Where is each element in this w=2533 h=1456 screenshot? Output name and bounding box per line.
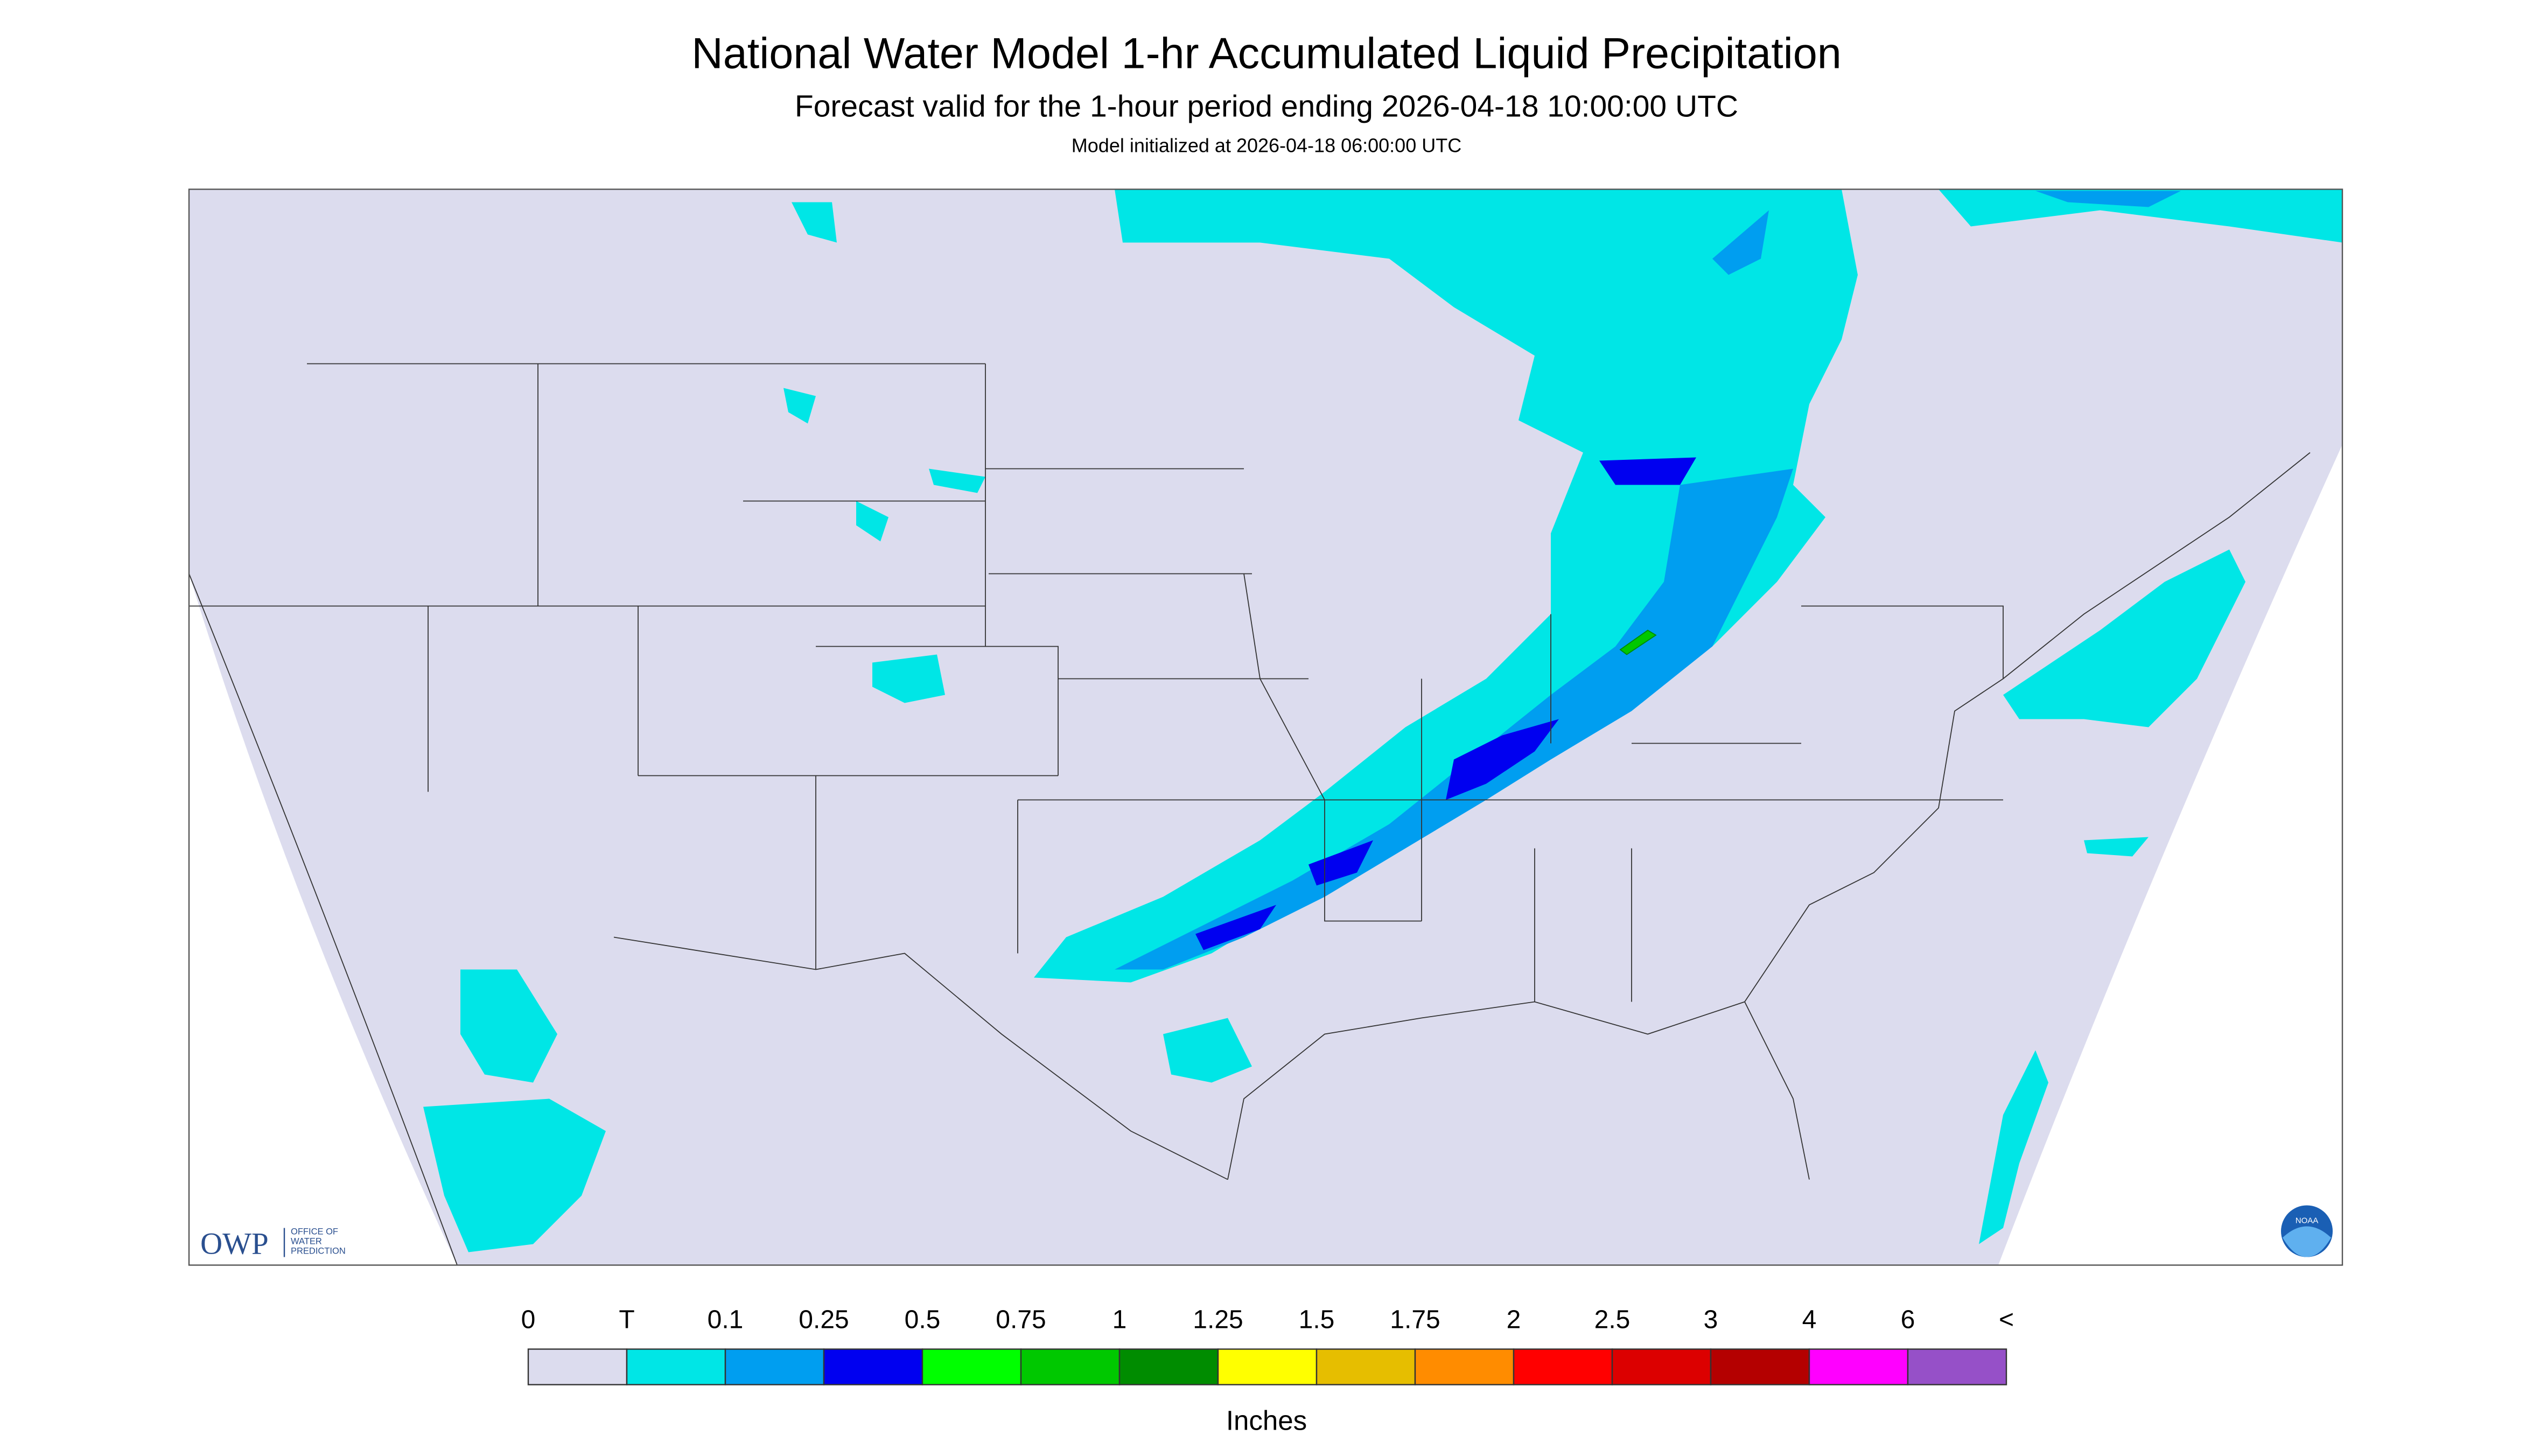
legend-swatch	[1316, 1348, 1416, 1385]
legend-label: 3	[1704, 1306, 1718, 1334]
subtitle: Forecast valid for the 1-hour period end…	[795, 89, 1738, 124]
owp-text: WATER	[291, 1237, 322, 1247]
legend-swatch	[921, 1348, 1022, 1385]
legend-swatch	[1414, 1348, 1515, 1385]
legend-swatch	[1808, 1348, 1909, 1385]
legend-label: 1.25	[1193, 1306, 1243, 1334]
owp-text: OFFICE OF	[291, 1227, 338, 1237]
map: OWP OFFICE OF WATER PREDICTION NOAA	[188, 188, 2343, 1266]
precip-light	[423, 189, 2342, 1252]
legend-swatch	[527, 1348, 628, 1385]
legend-swatch	[1118, 1348, 1219, 1385]
legend-label: <	[1999, 1306, 2014, 1334]
noaa-text: NOAA	[2296, 1216, 2319, 1226]
legend-swatch	[1020, 1348, 1121, 1385]
legend-label: 4	[1802, 1306, 1817, 1334]
noaa-wave	[2283, 1226, 2331, 1257]
title: National Water Model 1-hr Accumulated Li…	[691, 30, 1842, 78]
owp-mark: OWP	[200, 1227, 269, 1261]
legend-swatch	[626, 1348, 726, 1385]
legend-label: 6	[1901, 1306, 1915, 1334]
noaa-logo: NOAA	[2281, 1205, 2333, 1257]
legend-label: 2.5	[1594, 1306, 1631, 1334]
legend-label: 0.25	[799, 1306, 849, 1334]
precip-max	[1619, 629, 1657, 655]
legend-swatch	[1611, 1348, 1712, 1385]
legend-swatch	[823, 1348, 923, 1385]
map-border	[188, 188, 2343, 1266]
legend-swatch	[1710, 1348, 1810, 1385]
legend-swatch	[1513, 1348, 1613, 1385]
precip-moderate	[1115, 191, 2181, 970]
boundaries	[188, 363, 2311, 1265]
legend-label: 2	[1507, 1306, 1521, 1334]
legend-label: 0.5	[905, 1306, 941, 1334]
legend-label: 1.75	[1390, 1306, 1440, 1334]
owp-logo: OWP OFFICE OF WATER PREDICTION	[200, 1227, 346, 1261]
model-domain	[189, 189, 2342, 1265]
legend-unit: Inches	[1226, 1405, 1307, 1436]
legend-swatch	[1907, 1348, 2007, 1385]
legend-label: 0.75	[996, 1306, 1046, 1334]
legend-label: 0.1	[708, 1306, 744, 1334]
legend-label: T	[619, 1306, 634, 1334]
precip-heavy	[1195, 457, 1696, 950]
legend-label: 0	[521, 1306, 536, 1334]
legend-swatch	[724, 1348, 825, 1385]
legend-label: 1.5	[1299, 1306, 1335, 1334]
legend-swatch	[1217, 1348, 1318, 1385]
init-note: Model initialized at 2026-04-18 06:00:00…	[1072, 135, 1461, 157]
legend-label: 1	[1112, 1306, 1127, 1334]
legend: 0 T 0.1 0.25 0.5 0.75 1 1.25 1.5 1.75 2 2.5 3 4 6 <	[521, 1306, 2014, 1385]
owp-text: PREDICTION	[291, 1247, 346, 1256]
